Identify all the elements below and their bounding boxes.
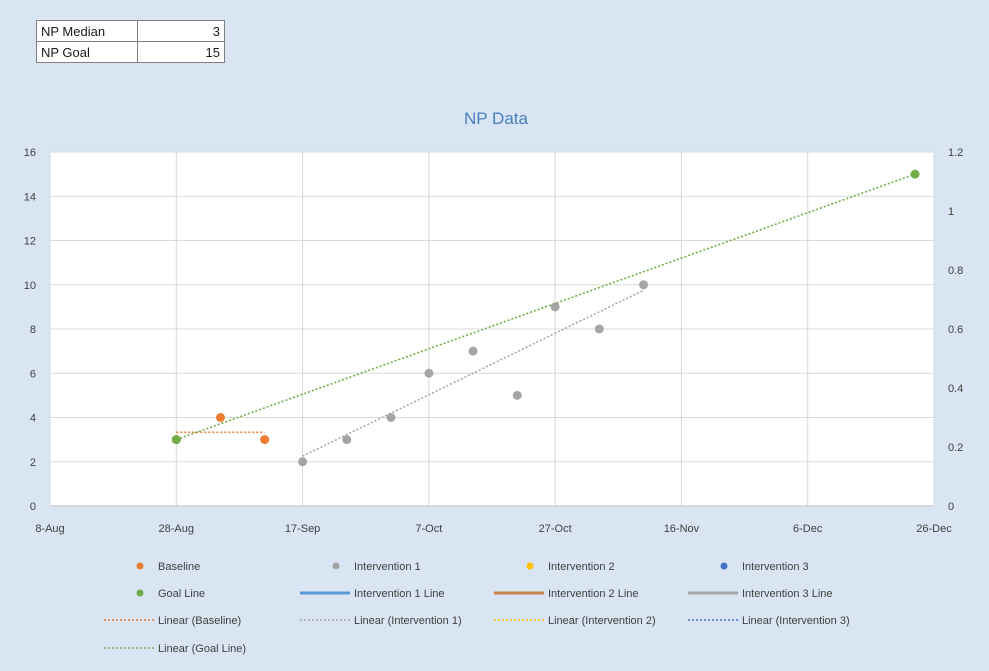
y2-tick-label: 0.4: [948, 383, 963, 395]
x-tick-label: 17-Sep: [285, 523, 320, 535]
legend-label-linear-baseline: Linear (Baseline): [158, 615, 241, 627]
chart-title: NP Data: [464, 109, 528, 128]
data-points: [171, 169, 920, 467]
point-intervention-1: [594, 324, 604, 334]
legend-label-goal-line: Goal Line: [158, 588, 205, 600]
point-intervention-1: [298, 457, 308, 467]
legend-label-linear-intervention-2: Linear (Intervention 2): [548, 615, 656, 627]
y-tick-label: 10: [24, 280, 36, 292]
goal-label: NP Goal: [36, 41, 138, 63]
legend-label-intervention-1-line: Intervention 1 Line: [354, 588, 445, 600]
summary-table: NP Median 3 NP Goal 15: [36, 20, 225, 63]
goal-row: NP Goal 15: [36, 41, 225, 63]
y2-tick-label: 0.8: [948, 265, 963, 277]
x-tick-label: 7-Oct: [415, 523, 442, 535]
median-label: NP Median: [36, 20, 138, 42]
legend-label-baseline: Baseline: [158, 561, 200, 573]
x-tick-label: 28-Aug: [159, 523, 194, 535]
goal-value[interactable]: 15: [137, 41, 225, 63]
legend-marker-goal-line: [136, 589, 144, 597]
point-intervention-1: [468, 346, 478, 356]
trendlines: [176, 173, 916, 457]
point-baseline: [260, 435, 270, 445]
y-tick-label: 4: [30, 413, 36, 425]
x-tick-label: 26-Dec: [916, 523, 952, 535]
y-tick-label: 8: [30, 324, 36, 336]
y2-tick-label: 0.2: [948, 442, 963, 454]
grid: [49, 151, 935, 507]
y-tick-label: 14: [24, 191, 36, 203]
legend-label-linear-intervention-1: Linear (Intervention 1): [354, 615, 462, 627]
x-tick-label: 27-Oct: [539, 523, 572, 535]
point-goal-line: [171, 435, 181, 445]
x-tick-label: 8-Aug: [35, 523, 64, 535]
point-intervention-1: [424, 368, 434, 378]
legend-label-intervention-2: Intervention 2: [548, 561, 615, 573]
legend-label-linear-intervention-3: Linear (Intervention 3): [742, 615, 850, 627]
trendline-goal-line: [176, 173, 916, 441]
y-tick-label: 0: [30, 501, 36, 513]
legend-label-intervention-3-line: Intervention 3 Line: [742, 588, 833, 600]
legend-label-intervention-1: Intervention 1: [354, 561, 421, 573]
y-tick-label: 16: [24, 147, 36, 159]
y2-tick-label: 0: [948, 501, 954, 513]
legend-marker-intervention-3: [720, 562, 728, 570]
axes: 0 2 4 6 8 10 12 14 16 0 0.2 0.4 0.6 0.8 1 1.2 8-Aug 28-Au…: [24, 147, 964, 535]
legend-label-intervention-2-line: Intervention 2 Line: [548, 588, 639, 600]
point-intervention-1: [512, 390, 522, 400]
x-tick-label: 6-Dec: [793, 523, 823, 535]
point-intervention-1: [639, 280, 649, 290]
y2-tick-label: 1.2: [948, 147, 963, 159]
point-intervention-1: [550, 302, 560, 312]
legend-label-intervention-3: Intervention 3: [742, 561, 809, 573]
point-intervention-1: [386, 413, 396, 422]
legend-marker-intervention-2: [526, 562, 534, 570]
legend-marker-intervention-1: [332, 562, 340, 570]
point-baseline: [215, 413, 225, 422]
y2-tick-label: 0.6: [948, 324, 963, 336]
legend-marker-baseline: [136, 562, 144, 570]
x-tick-label: 16-Nov: [664, 523, 700, 535]
point-goal-line: [910, 169, 920, 179]
trendline-intervention-1: [302, 289, 644, 457]
legend: Baseline Intervention 1 Intervention 2 Inte…: [104, 561, 850, 655]
y-tick-label: 12: [24, 236, 36, 248]
point-intervention-1: [342, 435, 352, 445]
y-tick-label: 6: [30, 368, 36, 380]
y2-tick-label: 1: [948, 206, 954, 218]
y-tick-label: 2: [30, 457, 36, 469]
legend-label-linear-goal-line: Linear (Goal Line): [158, 643, 246, 655]
median-row: NP Median 3: [36, 20, 225, 42]
